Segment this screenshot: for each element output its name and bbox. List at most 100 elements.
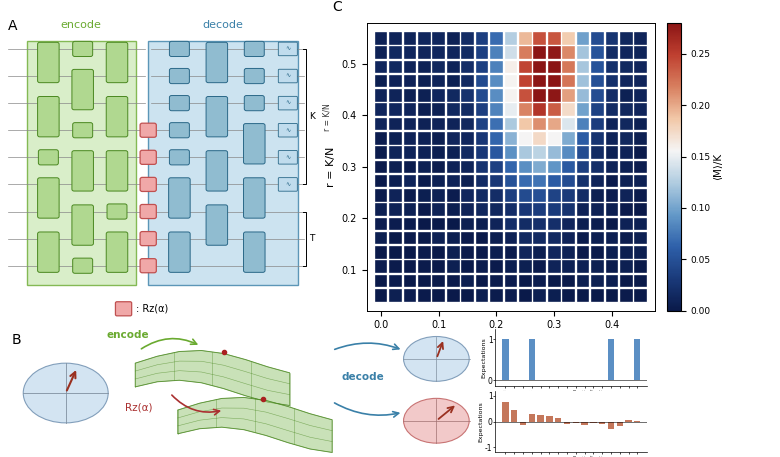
Bar: [476, 32, 488, 45]
Bar: [374, 260, 388, 273]
X-axis label: α/π: α/π: [502, 336, 519, 346]
Text: T: T: [309, 234, 314, 243]
Bar: [461, 246, 474, 259]
Text: : Rz(α): : Rz(α): [136, 303, 168, 314]
Bar: [418, 218, 431, 230]
FancyBboxPatch shape: [244, 69, 264, 84]
Bar: [548, 103, 561, 116]
Bar: [505, 189, 517, 202]
Bar: [534, 246, 546, 259]
Bar: [389, 32, 402, 45]
FancyBboxPatch shape: [148, 41, 298, 285]
Bar: [591, 61, 604, 73]
Bar: [476, 61, 488, 73]
Bar: [389, 160, 402, 173]
Bar: [634, 146, 647, 159]
Bar: [548, 32, 561, 45]
Bar: [418, 246, 431, 259]
Bar: [447, 289, 459, 302]
Bar: [490, 146, 503, 159]
Bar: [576, 218, 590, 230]
Bar: [389, 146, 402, 159]
Bar: [634, 260, 647, 273]
Bar: [374, 175, 388, 187]
Ellipse shape: [403, 336, 470, 381]
Bar: [447, 203, 459, 216]
Bar: [605, 61, 619, 73]
Bar: [432, 61, 445, 73]
Bar: [389, 46, 402, 59]
Bar: [403, 89, 417, 102]
Bar: [505, 32, 517, 45]
FancyBboxPatch shape: [140, 259, 156, 273]
Bar: [418, 118, 431, 130]
Text: ∿: ∿: [285, 47, 290, 52]
Bar: [519, 189, 532, 202]
Bar: [576, 260, 590, 273]
Bar: [403, 246, 417, 259]
Bar: [519, 275, 532, 287]
Bar: [591, 275, 604, 287]
FancyBboxPatch shape: [72, 205, 94, 245]
Bar: [418, 189, 431, 202]
Bar: [403, 75, 417, 87]
Bar: [476, 118, 488, 130]
Bar: [432, 260, 445, 273]
FancyBboxPatch shape: [106, 96, 128, 137]
FancyBboxPatch shape: [140, 204, 156, 218]
FancyBboxPatch shape: [243, 178, 265, 218]
Bar: [634, 118, 647, 130]
Bar: [476, 160, 488, 173]
Bar: [476, 232, 488, 244]
Bar: [534, 232, 546, 244]
Bar: [548, 232, 561, 244]
Bar: [461, 146, 474, 159]
Text: ∿: ∿: [285, 74, 290, 79]
Bar: [634, 89, 647, 102]
Text: r = K/N: r = K/N: [323, 103, 332, 131]
Bar: [461, 103, 474, 116]
Bar: [389, 175, 402, 187]
Bar: [447, 132, 459, 144]
Bar: [519, 160, 532, 173]
Bar: [447, 89, 459, 102]
Bar: [562, 160, 575, 173]
Bar: [562, 232, 575, 244]
Bar: [490, 61, 503, 73]
Bar: [605, 103, 619, 116]
Bar: [461, 75, 474, 87]
Bar: [620, 89, 633, 102]
Bar: [374, 218, 388, 230]
Bar: [605, 160, 619, 173]
Bar: [432, 118, 445, 130]
Bar: [605, 275, 619, 287]
Bar: [432, 75, 445, 87]
Bar: [418, 232, 431, 244]
Bar: [519, 118, 532, 130]
Bar: [447, 175, 459, 187]
Bar: [605, 146, 619, 159]
Bar: [490, 232, 503, 244]
Bar: [461, 175, 474, 187]
Bar: [461, 61, 474, 73]
Bar: [634, 339, 640, 380]
Bar: [418, 175, 431, 187]
Bar: [591, 160, 604, 173]
Bar: [403, 289, 417, 302]
FancyBboxPatch shape: [169, 122, 190, 138]
Bar: [476, 189, 488, 202]
Bar: [573, 421, 579, 423]
Bar: [519, 89, 532, 102]
Bar: [591, 260, 604, 273]
Bar: [534, 218, 546, 230]
Bar: [490, 175, 503, 187]
Bar: [605, 46, 619, 59]
Bar: [548, 275, 561, 287]
Bar: [374, 146, 388, 159]
Bar: [374, 61, 388, 73]
Bar: [476, 275, 488, 287]
Bar: [576, 189, 590, 202]
Bar: [620, 46, 633, 59]
Bar: [374, 275, 388, 287]
Bar: [389, 203, 402, 216]
